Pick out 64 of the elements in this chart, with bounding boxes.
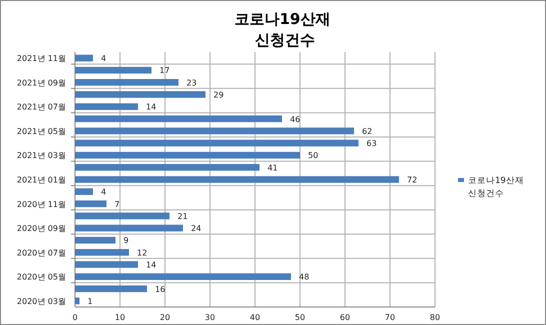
data-label: 12 bbox=[137, 248, 148, 258]
x-tick-label: 80 bbox=[430, 313, 440, 322]
x-tick-label: 70 bbox=[384, 313, 396, 322]
data-label: 14 bbox=[146, 260, 156, 270]
y-tick-label: 2020년 11월 bbox=[16, 200, 66, 209]
legend-label: 코로나19산재 신청건수 bbox=[468, 176, 527, 199]
x-tick-label: 20 bbox=[160, 313, 170, 322]
bar bbox=[75, 128, 354, 134]
x-tick-label: 30 bbox=[204, 313, 216, 322]
y-tick-label: 2021년 05월 bbox=[16, 126, 66, 136]
y-tick-label: 2020년 07월 bbox=[16, 248, 66, 258]
x-tick-label: 40 bbox=[250, 313, 260, 322]
x-tick-label: 60 bbox=[340, 313, 350, 322]
bar bbox=[75, 188, 93, 195]
bar bbox=[75, 285, 147, 292]
y-tick-label: 2020년 09월 bbox=[16, 224, 66, 234]
data-label: 72 bbox=[407, 176, 418, 184]
bar bbox=[75, 91, 206, 98]
bar bbox=[75, 298, 80, 304]
data-label: 17 bbox=[160, 66, 170, 76]
bar bbox=[75, 152, 300, 159]
data-label: 14 bbox=[146, 102, 156, 112]
y-tick-label: 2021년 09월 bbox=[16, 78, 66, 88]
y-tick-label: 2020년 03월 bbox=[16, 296, 66, 306]
x-tick-label: 10 bbox=[114, 313, 126, 322]
y-tick-label: 2021년 07월 bbox=[16, 102, 66, 112]
y-tick-label: 2021년 03월 bbox=[16, 151, 66, 160]
bar bbox=[75, 224, 183, 232]
bar bbox=[75, 115, 282, 122]
bar bbox=[75, 273, 291, 280]
y-tick-label: 2021년 01월 bbox=[16, 176, 66, 184]
data-label: 62 bbox=[362, 126, 372, 136]
data-label: 9 bbox=[124, 236, 129, 246]
data-label: 7 bbox=[114, 200, 120, 209]
data-label: 4 bbox=[101, 54, 106, 64]
y-tick-label: 2021년 11월 bbox=[16, 54, 66, 64]
data-label: 23 bbox=[186, 78, 197, 88]
data-label: 48 bbox=[299, 272, 310, 282]
bar bbox=[75, 164, 260, 171]
bar bbox=[75, 140, 358, 146]
bar bbox=[75, 54, 93, 62]
data-label: 46 bbox=[290, 114, 300, 124]
bar bbox=[75, 249, 129, 256]
data-label: 50 bbox=[308, 151, 318, 160]
bar bbox=[75, 236, 116, 244]
bar bbox=[75, 79, 178, 86]
data-label: 63 bbox=[366, 139, 377, 148]
data-label: 29 bbox=[214, 90, 224, 100]
x-tick-label: 50 bbox=[294, 313, 306, 322]
y-tick-label: 2020년 05월 bbox=[16, 272, 66, 282]
data-label: 16 bbox=[155, 284, 166, 294]
bar bbox=[75, 176, 399, 183]
bar bbox=[75, 261, 138, 268]
data-label: 41 bbox=[268, 163, 278, 172]
x-tick-label: 0 bbox=[72, 313, 78, 322]
chart-title: 코로나19산재 신청건수 bbox=[234, 10, 336, 49]
data-label: 24 bbox=[191, 224, 202, 234]
bar bbox=[75, 200, 106, 208]
data-label: 21 bbox=[178, 212, 188, 221]
data-label: 1 bbox=[88, 296, 93, 306]
data-label: 4 bbox=[101, 188, 106, 197]
bar bbox=[75, 103, 138, 110]
bar bbox=[75, 212, 170, 220]
bar bbox=[75, 66, 152, 74]
